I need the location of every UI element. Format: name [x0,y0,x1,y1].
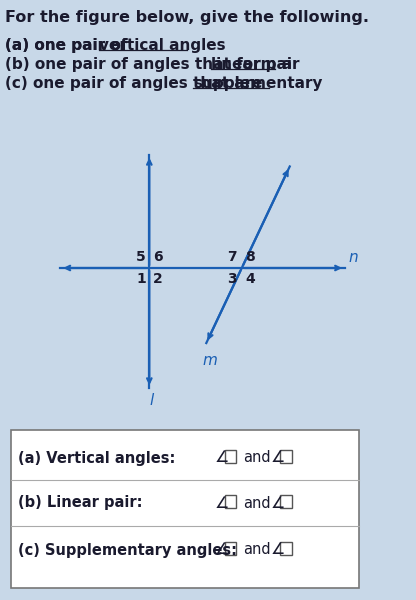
Text: (a) one pair of vertical angles: (a) one pair of vertical angles [5,38,260,53]
Text: 5: 5 [136,250,146,264]
Text: l: l [149,393,153,408]
Bar [280,450,292,463]
Text: vertical angles: vertical angles [99,38,226,53]
Text: 6: 6 [153,250,163,264]
Bar [225,450,236,463]
Text: 2: 2 [153,272,163,286]
Text: ∠: ∠ [215,496,230,511]
Bar [225,495,236,508]
Text: (a) one pair of: (a) one pair of [5,38,133,53]
Text: ∠: ∠ [270,451,285,466]
Text: n: n [349,250,358,265]
Text: ∠: ∠ [215,451,230,466]
Text: 7: 7 [227,250,236,264]
Bar [225,542,236,555]
Text: ∠: ∠ [270,542,285,557]
Text: (c) one pair of angles that are: (c) one pair of angles that are [5,76,268,91]
Bar [280,542,292,555]
Bar [280,495,292,508]
FancyBboxPatch shape [11,430,359,588]
Text: (c) Supplementary angles:: (c) Supplementary angles: [18,542,237,557]
Text: and: and [243,451,271,466]
Text: 1: 1 [136,272,146,286]
Text: 3: 3 [227,272,236,286]
Text: (a) Vertical angles:: (a) Vertical angles: [18,451,175,466]
Text: 8: 8 [245,250,255,264]
Text: (a) one pair of: (a) one pair of [5,38,133,53]
Text: supplementary: supplementary [193,76,322,91]
Text: For the figure below, give the following.: For the figure below, give the following… [5,10,369,25]
Text: ∠: ∠ [270,496,285,511]
Text: and: and [243,496,271,511]
Text: m: m [203,353,217,368]
Text: ∠: ∠ [215,542,230,557]
Text: and: and [243,542,271,557]
Text: 4: 4 [245,272,255,286]
Text: linear pair: linear pair [210,57,299,72]
Text: (b) Linear pair:: (b) Linear pair: [18,496,142,511]
Text: (b) one pair of angles that form a: (b) one pair of angles that form a [5,57,298,72]
